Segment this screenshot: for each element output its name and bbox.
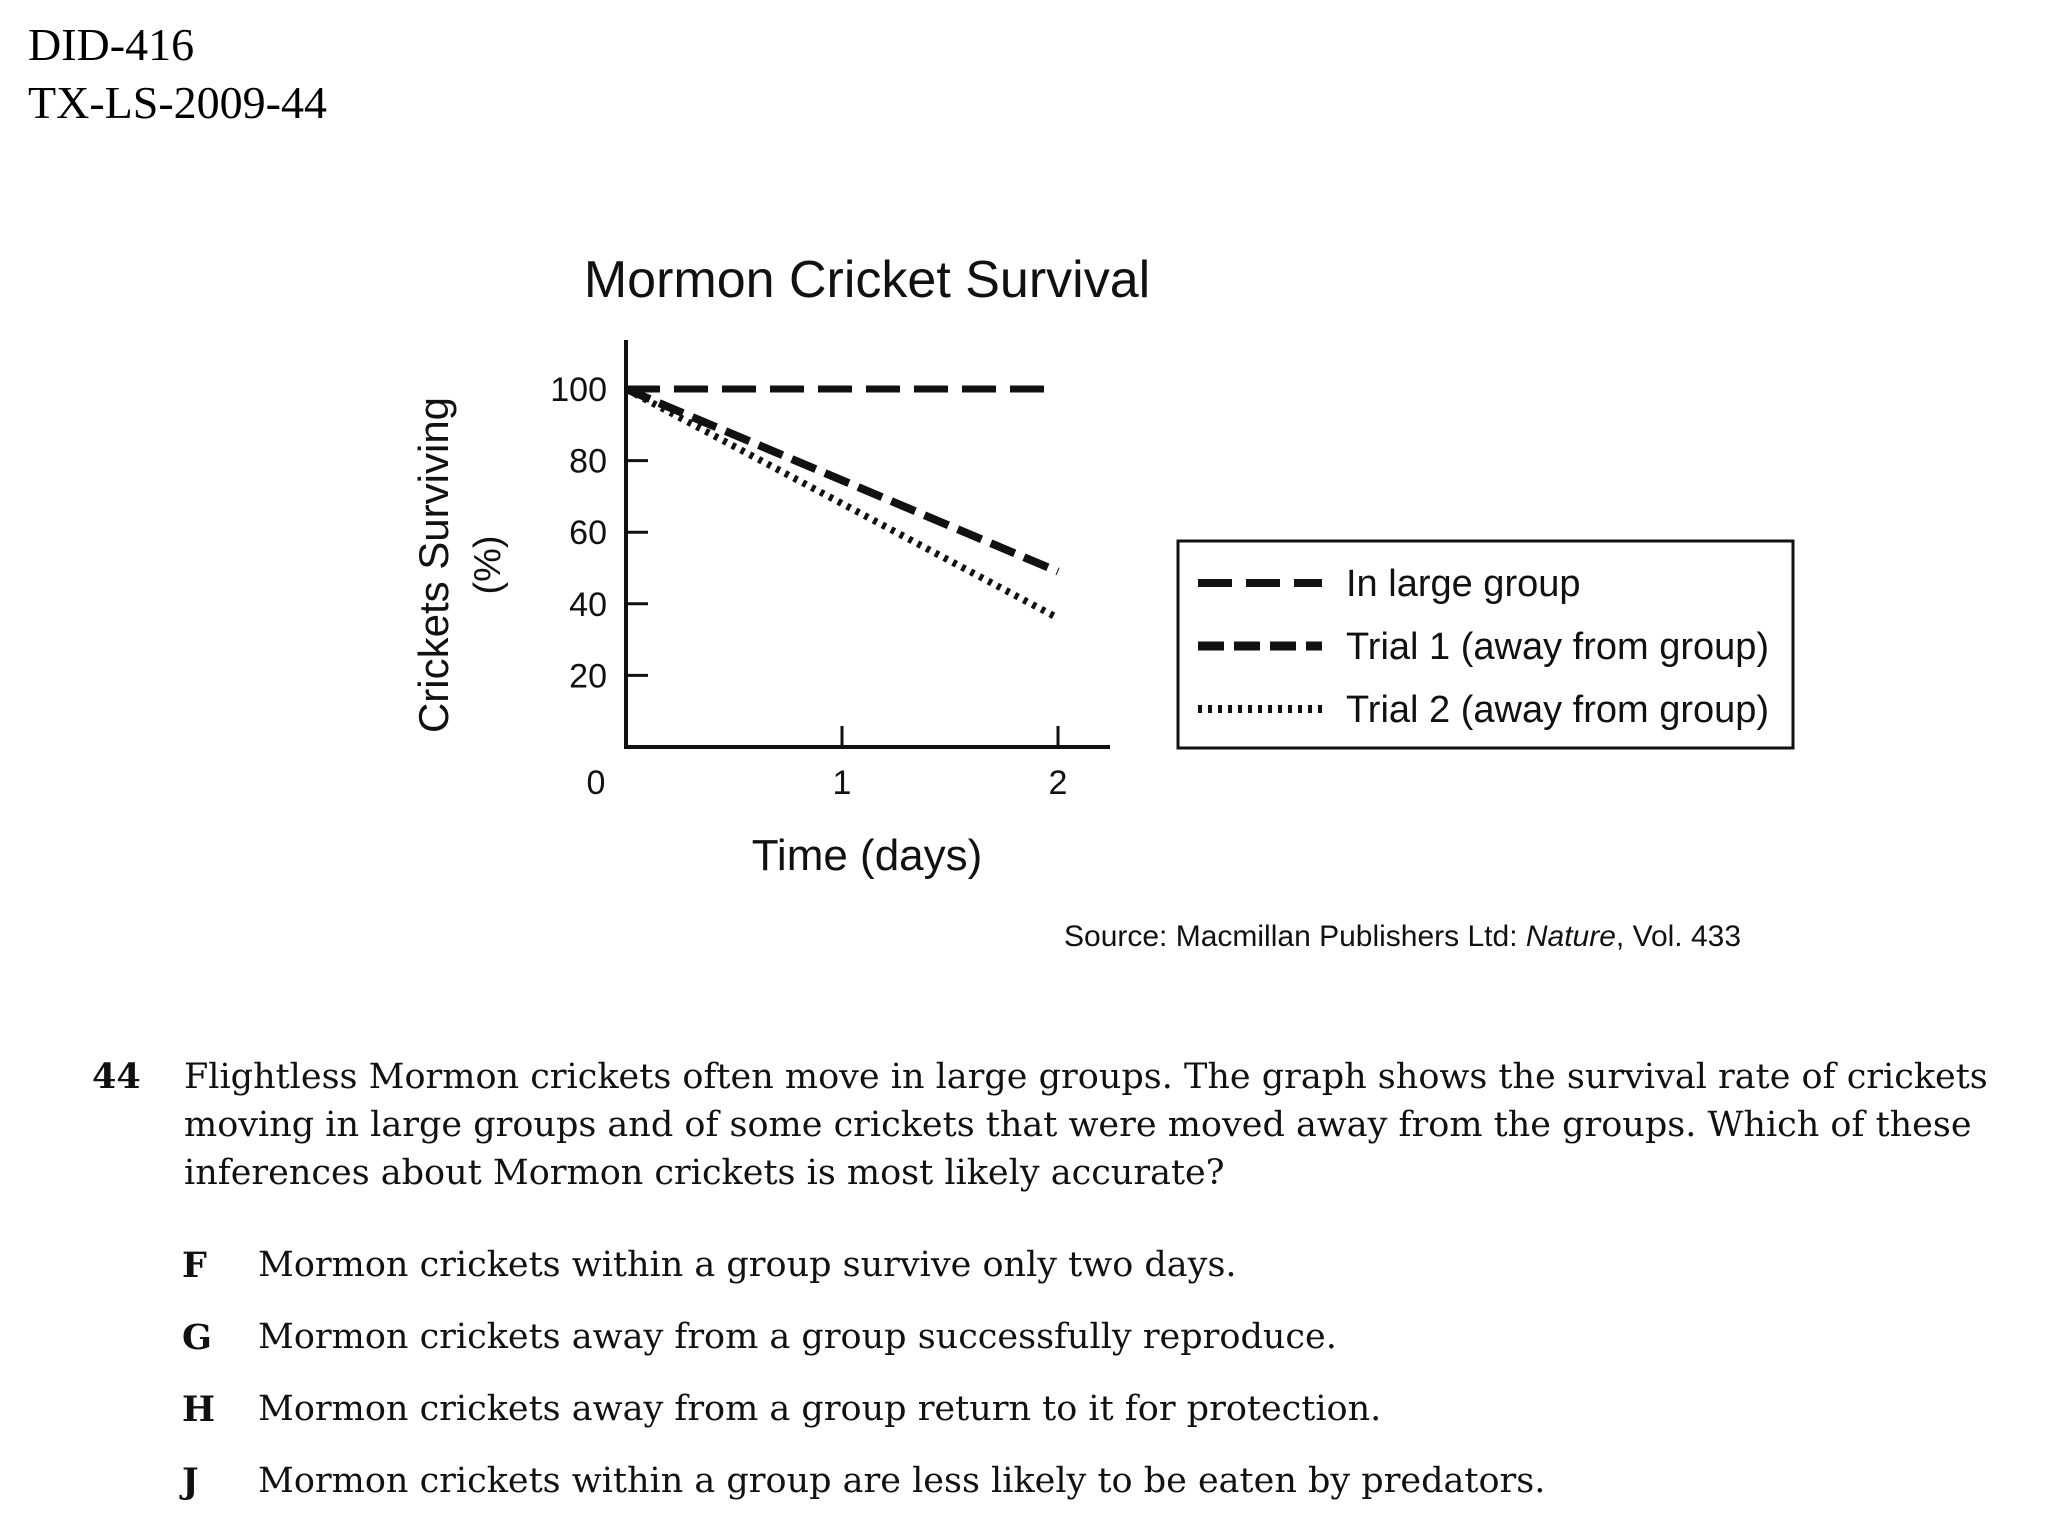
x-tick-label: 1	[833, 764, 852, 802]
source-prefix: Source: Macmillan Publishers Ltd:	[1064, 920, 1526, 953]
option-letter: H	[182, 1389, 216, 1430]
option-letter: F	[182, 1245, 207, 1286]
question-number: 44	[92, 1056, 141, 1097]
series-line-2	[624, 385, 1060, 576]
legend-items: In large group Trial 1 (away from group) T…	[1198, 563, 1769, 731]
option-text: Mormon crickets away from a group return…	[258, 1389, 1382, 1429]
source-suffix: , Vol. 433	[1615, 920, 1742, 953]
x-axis-label: Time (days)	[752, 831, 983, 880]
legend-label: Trial 1 (away from group)	[1346, 626, 1769, 668]
chart-title: Mormon Cricket Survival	[584, 251, 1150, 309]
y-tick-label: 40	[569, 586, 607, 624]
option-letter: J	[182, 1461, 199, 1502]
legend-label: Trial 2 (away from group)	[1346, 689, 1769, 731]
x-tick-label: 2	[1049, 764, 1068, 802]
document-header: DID-416 TX-LS-2009-44	[28, 16, 327, 132]
source-journal: Nature	[1525, 920, 1616, 953]
survival-chart: Mormon Cricket Survival Crickets Survivi…	[410, 251, 1795, 880]
legend: In large group Trial 1 (away from group) T…	[1176, 539, 1795, 750]
y-axis-unit: (%)	[467, 535, 509, 594]
question-text: Flightless Mormon crickets often move in…	[184, 1057, 1988, 1193]
y-tick-label: 20	[569, 657, 607, 695]
source-citation: Source: Macmillan Publishers Ltd: Nature…	[1064, 920, 1741, 954]
item-code: TX-LS-2009-44	[28, 77, 327, 128]
option-letter: G	[182, 1317, 212, 1358]
option-text: Mormon crickets within a group survive o…	[258, 1245, 1237, 1285]
y-tick-label: 60	[569, 514, 607, 552]
y-ticks: 20 40 60 80 100	[550, 371, 648, 695]
option-text: Mormon crickets within a group are less …	[258, 1461, 1546, 1501]
option-text: Mormon crickets away from a group succes…	[258, 1317, 1337, 1357]
series-line-3	[624, 385, 1060, 622]
y-tick-label: 80	[569, 443, 607, 481]
series-lines	[624, 385, 1060, 622]
legend-label: In large group	[1346, 563, 1581, 605]
y-axis-label: Crickets Surviving	[410, 397, 457, 733]
x-ticks: 0 1 2	[587, 726, 1068, 802]
document-id: DID-416	[28, 19, 195, 70]
x-tick-label: 0	[587, 764, 606, 802]
y-tick-label: 100	[550, 371, 607, 409]
